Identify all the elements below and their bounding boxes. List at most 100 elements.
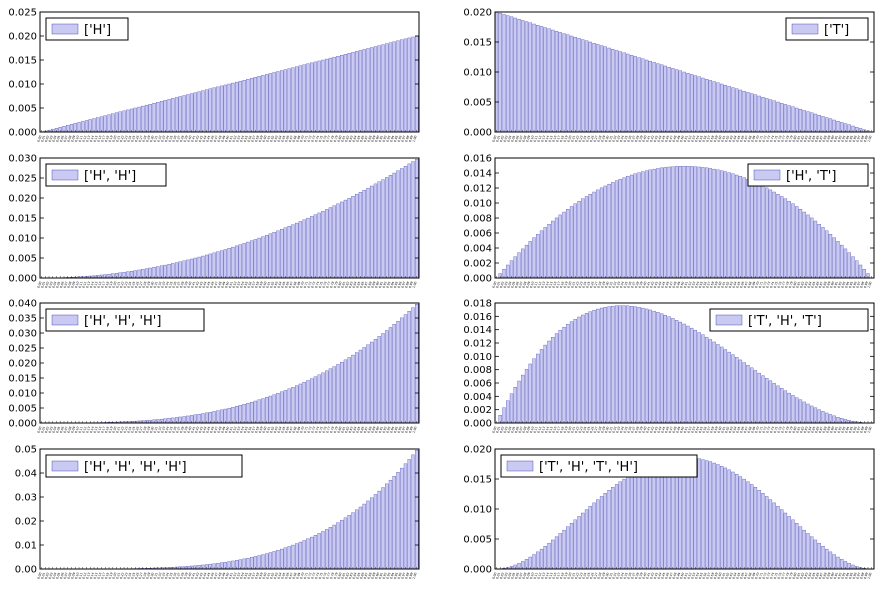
- bar: [656, 461, 660, 570]
- bar: [377, 490, 381, 570]
- y-tick-label: 0.000: [463, 565, 492, 576]
- x-tick-label: 0.88: [367, 426, 373, 434]
- y-tick-label: 0.015: [8, 374, 37, 385]
- x-tick-label: 0.81: [795, 135, 801, 143]
- bar: [558, 533, 562, 570]
- x-tick-label: 0.75: [318, 426, 324, 434]
- x-tick-label: 0.14: [544, 426, 550, 434]
- x-tick-label: 0.81: [795, 426, 801, 434]
- x-tick-label: 0.94: [389, 281, 395, 289]
- x-tick-label: 0.02: [499, 281, 505, 289]
- x-tick-label: 0.86: [814, 135, 820, 143]
- x-tick-label: 0.27: [593, 572, 599, 580]
- x-tick-label: 0.75: [773, 281, 779, 289]
- x-tick-label: 0.81: [340, 281, 346, 289]
- x-tick-label: 0.42: [194, 281, 200, 289]
- x-tick-label: 0.82: [799, 135, 805, 143]
- bar: [310, 536, 314, 570]
- bar: [521, 374, 525, 424]
- x-tick-label: 0.07: [63, 426, 69, 434]
- x-tick-label: 0.73: [310, 572, 316, 580]
- x-tick-label: 0.25: [130, 426, 136, 434]
- x-tick-label: 0.10: [529, 281, 535, 289]
- x-tick-label: 0.77: [780, 135, 786, 143]
- bar: [208, 88, 213, 133]
- legend-box: [45, 163, 167, 187]
- x-tick-label: 0.13: [85, 426, 91, 434]
- y-tick-label: 0.015: [8, 214, 37, 225]
- bar: [287, 226, 291, 279]
- bar: [343, 199, 348, 279]
- bar: [543, 27, 547, 133]
- x-tick-label: 0.57: [250, 135, 256, 143]
- bar: [411, 307, 415, 424]
- x-tick-label: 0.24: [126, 572, 132, 580]
- x-tick-label: 0.72: [307, 426, 313, 434]
- bar: [682, 323, 686, 424]
- x-tick-label: 0.87: [363, 426, 369, 434]
- x-tick-label: 0.11: [78, 135, 84, 143]
- bar: [554, 333, 559, 424]
- x-tick-label: 0.87: [818, 426, 824, 434]
- x-tick-label: 0.58: [709, 572, 715, 580]
- x-tick-label: 0.15: [93, 426, 99, 434]
- bar: [377, 181, 381, 279]
- y-tick-label: 0.020: [8, 359, 37, 370]
- x-tick-label: 0.85: [810, 135, 816, 143]
- x-tick-label: 0.07: [63, 572, 69, 580]
- subplot-2: 0.0000.0050.0100.0150.0200.000.010.020.0…: [463, 8, 875, 143]
- bar: [524, 369, 529, 424]
- bar: [712, 341, 716, 424]
- x-tick-label: 0.56: [247, 135, 253, 143]
- bar: [573, 519, 577, 570]
- x-tick-label: 0.45: [660, 281, 666, 289]
- x-tick-label: 0.67: [743, 426, 749, 434]
- x-tick-label: 0.89: [370, 135, 376, 143]
- bar: [569, 523, 574, 570]
- x-tick-label: 0.05: [55, 572, 61, 580]
- bar: [407, 459, 411, 570]
- bar: [532, 358, 536, 424]
- x-tick-label: 0.15: [548, 135, 554, 143]
- bar: [566, 324, 570, 424]
- y-tick-label: 0.008: [463, 365, 492, 376]
- x-tick-label: 0.99: [408, 281, 414, 289]
- x-tick-label: 0.71: [303, 135, 309, 143]
- x-tick-label: 0.55: [698, 281, 704, 289]
- bar: [388, 175, 393, 279]
- x-tick-label: 0.61: [265, 281, 271, 289]
- x-tick-label: 0.69: [750, 426, 756, 434]
- x-tick-label: 0.64: [732, 135, 738, 143]
- x-tick-label: 0.31: [153, 572, 159, 580]
- x-tick-label: 0.39: [183, 572, 189, 580]
- x-tick-label: 0.41: [645, 135, 651, 143]
- x-tick-label: 0.57: [250, 426, 256, 434]
- x-tick-label: 0.47: [213, 281, 219, 289]
- x-tick-label: 0.15: [93, 281, 99, 289]
- x-tick-label: 0.16: [551, 426, 557, 434]
- y-tick-label: 0.002: [463, 259, 492, 270]
- bar: [403, 38, 408, 133]
- x-tick-label: 0.62: [724, 281, 730, 289]
- bar: [584, 40, 589, 133]
- bar: [791, 519, 795, 570]
- bar: [614, 50, 619, 133]
- bar: [186, 259, 190, 279]
- y-tick-label: 0.035: [8, 314, 37, 325]
- x-tick-label: 0.40: [641, 281, 647, 289]
- x-tick-label: 0.01: [495, 135, 501, 143]
- x-tick-label: 0.81: [340, 135, 346, 143]
- bar: [618, 305, 622, 424]
- legend-label: ['T', 'H', 'T']: [748, 314, 822, 329]
- x-tick-label: 0.61: [720, 426, 726, 434]
- bar: [686, 166, 690, 279]
- x-tick-label: 0.59: [713, 135, 719, 143]
- x-tick-label: 0.26: [589, 426, 595, 434]
- bar: [716, 169, 720, 279]
- x-tick-label: 0.59: [713, 572, 719, 580]
- bar: [246, 241, 250, 279]
- bar: [141, 105, 145, 133]
- bar: [321, 372, 325, 424]
- x-tick-label: 0.19: [563, 426, 569, 434]
- bar: [283, 69, 288, 133]
